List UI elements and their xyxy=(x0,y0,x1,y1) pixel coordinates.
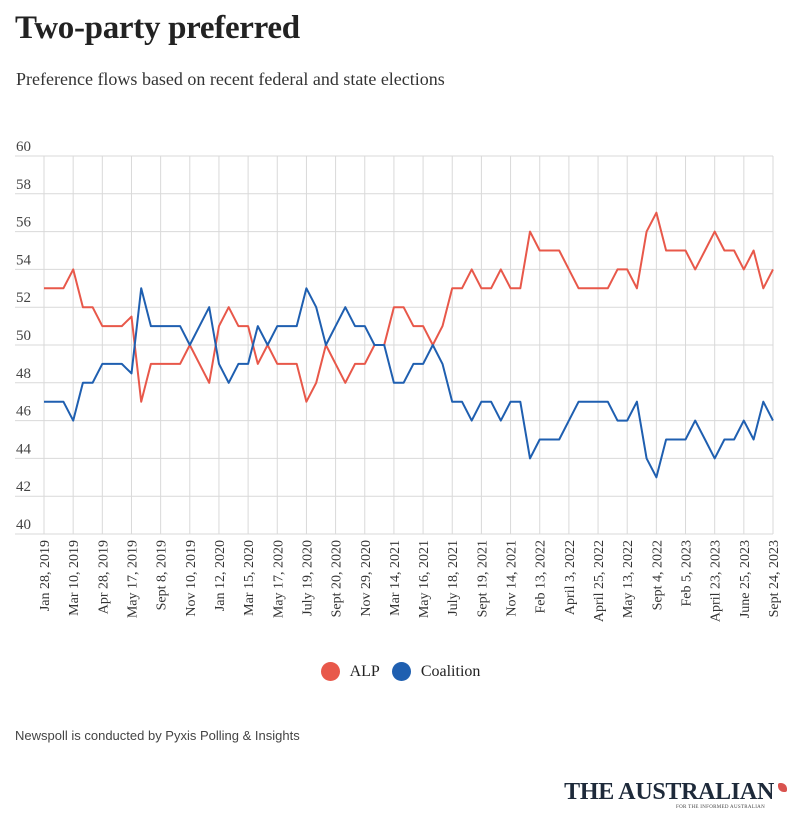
y-tick-label: 44 xyxy=(16,441,32,457)
brand-tagline: FOR THE INFORMED AUSTRALIAN xyxy=(676,805,765,810)
x-tick-label: July 18, 2021 xyxy=(446,540,461,616)
x-tick-label: Mar 10, 2019 xyxy=(67,540,82,616)
chart-subtitle: Preference flows based on recent federal… xyxy=(16,69,445,89)
brand-name: THE AUSTRALIAN xyxy=(564,779,774,805)
x-tick-label: Mar 15, 2020 xyxy=(242,540,257,616)
series-line-alp xyxy=(44,211,774,403)
legend-item-coalition[interactable]: Coalition xyxy=(391,662,481,681)
y-tick-label: 56 xyxy=(16,215,32,231)
y-tick-label: 42 xyxy=(16,479,31,495)
y-axis: 40 42 44 46 48 50 52 54 56 58 60 xyxy=(16,139,32,533)
x-tick-label: June 25, 2023 xyxy=(738,540,753,618)
y-tick-label: 52 xyxy=(16,290,31,306)
x-tick-label: Sept 4, 2022 xyxy=(650,540,665,610)
x-tick-label: July 19, 2020 xyxy=(300,540,315,616)
y-tick-label: 48 xyxy=(16,366,31,382)
y-tick-label: 50 xyxy=(16,328,31,344)
chart-title: Two-party preferred xyxy=(15,10,300,46)
x-tick-label: May 13, 2022 xyxy=(621,540,636,618)
x-tick-label: May 16, 2021 xyxy=(417,540,432,618)
chart-legend: ALP Coalition xyxy=(0,662,801,686)
x-tick-label: Feb 13, 2022 xyxy=(534,540,549,614)
y-tick-label: 54 xyxy=(16,252,32,268)
line-chart: 40 42 44 46 48 50 52 54 56 58 60 Jan 28, 2019 Mar 1… xyxy=(15,139,782,622)
source-note: Newspoll is conducted by Pyxis Polling &… xyxy=(15,728,300,743)
legend-dot-alp xyxy=(320,662,340,681)
x-tick-label: Mar 14, 2021 xyxy=(388,540,403,616)
series-lines xyxy=(44,211,774,479)
x-tick-label: May 17, 2019 xyxy=(125,540,140,618)
y-tick-label: 46 xyxy=(16,404,32,420)
x-tick-label: Jan 28, 2019 xyxy=(38,540,53,611)
x-axis: Jan 28, 2019 Mar 10, 2019 Apr 28, 2019 May … xyxy=(38,540,782,622)
x-tick-label: Nov 14, 2021 xyxy=(505,540,520,617)
x-tick-label: Sept 24, 2023 xyxy=(767,540,782,617)
x-tick-label: Sept 20, 2020 xyxy=(330,540,345,617)
brand-logo[interactable]: THE AUSTRALIAN FOR THE INFORMED AUSTRALI… xyxy=(564,779,787,810)
x-tick-label: April 3, 2022 xyxy=(563,540,578,615)
x-tick-label: May 17, 2020 xyxy=(271,540,286,618)
x-tick-label: Sept 19, 2021 xyxy=(475,540,490,617)
x-tick-label: Apr 28, 2019 xyxy=(96,540,111,614)
x-tick-label: Sept 8, 2019 xyxy=(155,540,170,610)
x-tick-label: April 25, 2022 xyxy=(592,540,607,622)
chart-grid xyxy=(15,155,774,535)
x-tick-label: Feb 5, 2023 xyxy=(680,540,695,607)
x-tick-label: Nov 29, 2020 xyxy=(359,540,374,617)
legend-label-coalition: Coalition xyxy=(420,662,481,680)
legend-dot-coalition xyxy=(391,662,411,681)
x-tick-label: Nov 10, 2019 xyxy=(184,540,199,617)
y-tick-label: 60 xyxy=(16,139,31,155)
y-tick-label: 40 xyxy=(16,517,31,533)
legend-label-alp: ALP xyxy=(349,662,380,680)
series-line-coalition xyxy=(44,287,774,479)
legend-item-alp[interactable]: ALP xyxy=(320,662,380,681)
map-of-australia-icon xyxy=(778,783,787,792)
x-tick-label: Jan 12, 2020 xyxy=(213,540,228,611)
x-tick-label: April 23, 2023 xyxy=(709,540,724,622)
y-tick-label: 58 xyxy=(16,177,31,193)
